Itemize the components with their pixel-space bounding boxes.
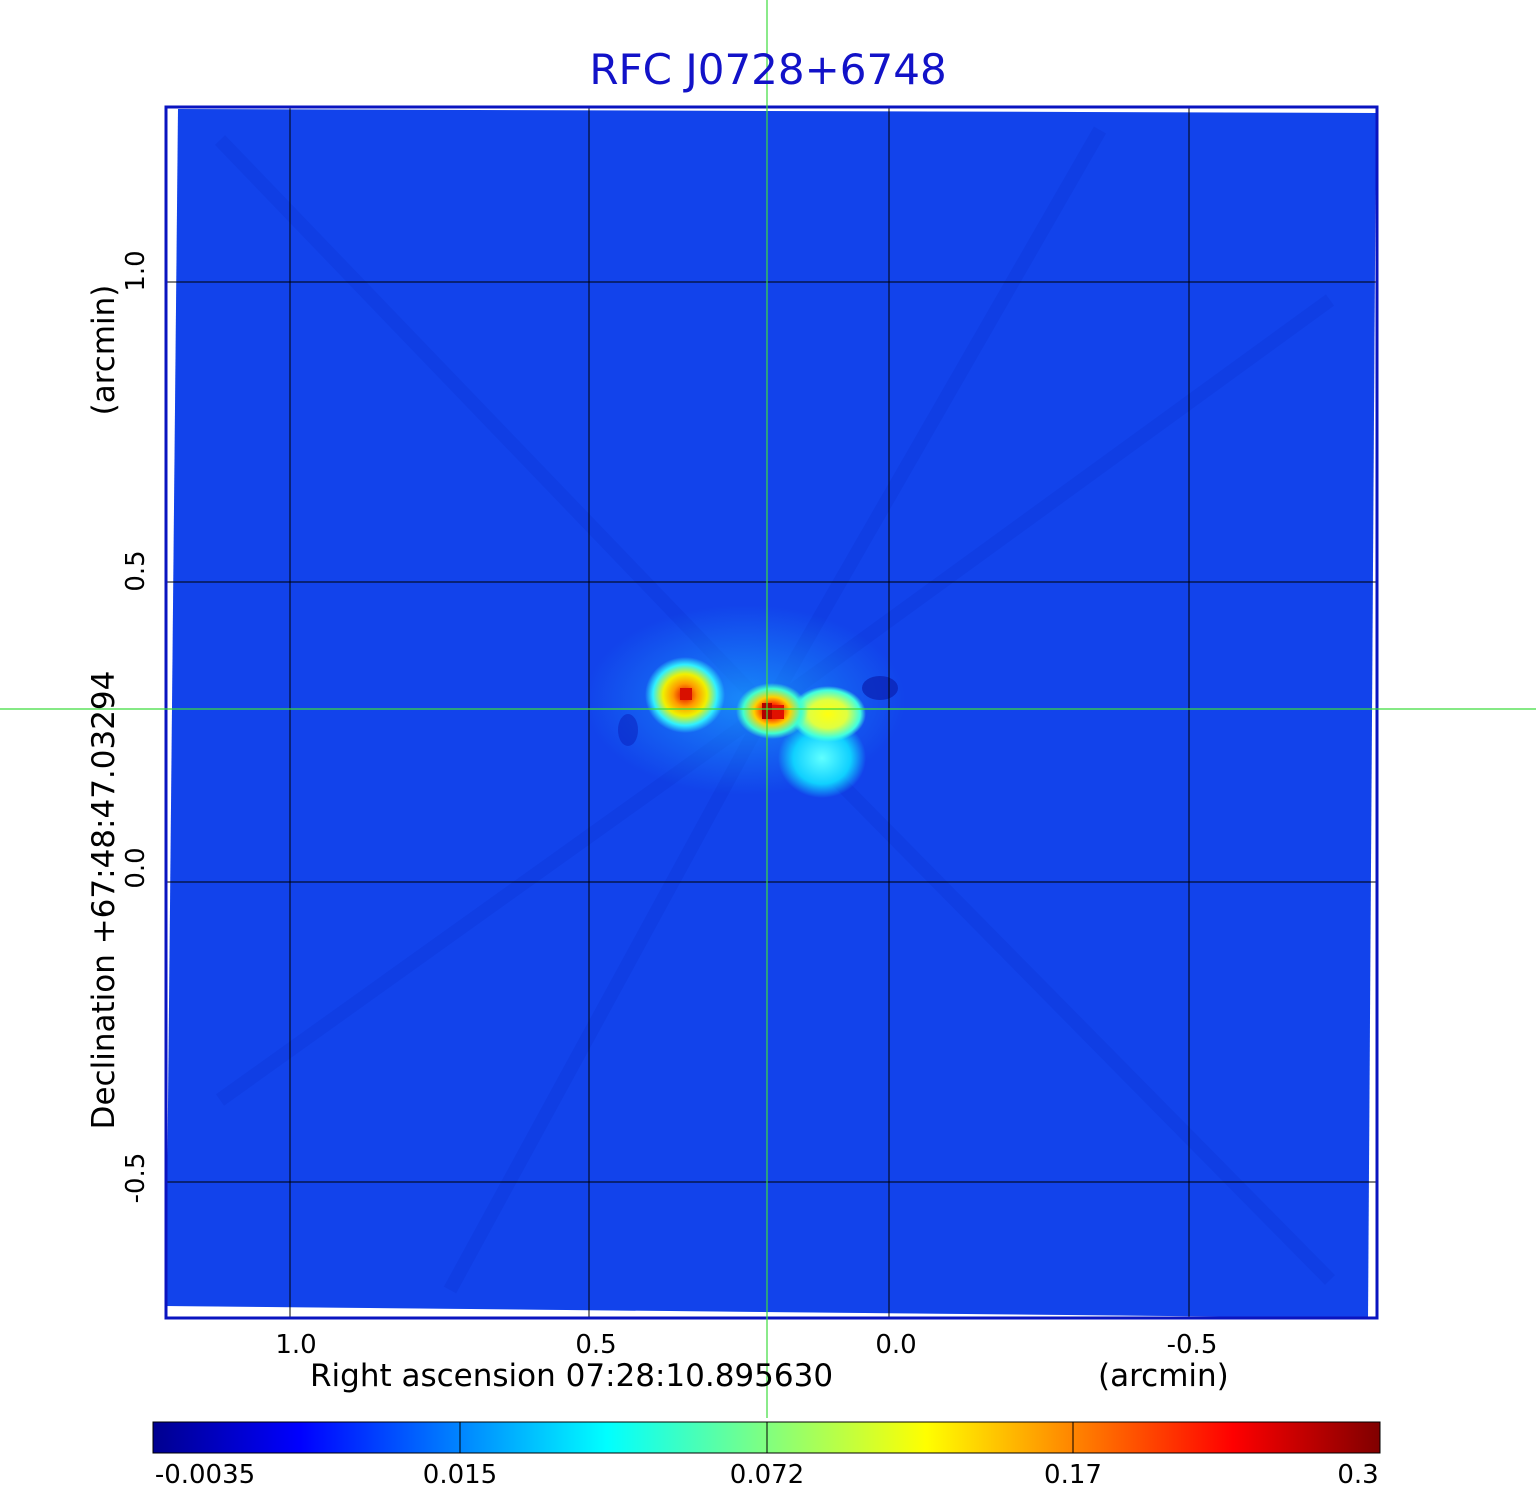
- coordinate-grid: [166, 107, 1377, 1318]
- colorbar-tick-label: 0.015: [422, 1460, 498, 1490]
- y-tick-label: 1.0: [121, 250, 151, 292]
- y-axis-unit: (arcmin): [86, 284, 122, 416]
- plot-frame: [164, 105, 1379, 1320]
- x-axis-label: Right ascension 07:28:10.895630: [310, 1358, 834, 1394]
- y-tick-label: 0.0: [121, 847, 151, 889]
- chart-title: RFC J0728+6748: [589, 45, 947, 94]
- y-tick-label: -0.5: [121, 1152, 151, 1204]
- source-component-west: [790, 686, 866, 742]
- colorbar-tick-label: 0.072: [729, 1460, 805, 1490]
- colorbar-tick-label: 0.17: [1044, 1460, 1102, 1490]
- colorbar-tick-label: 0.3: [1337, 1460, 1379, 1490]
- x-tick-label: -0.5: [1166, 1330, 1218, 1360]
- x-tick-label: 1.0: [275, 1330, 317, 1360]
- x-axis-unit: (arcmin): [1098, 1358, 1229, 1394]
- colorbar-tick-label: -0.0035: [154, 1460, 256, 1490]
- y-axis-label: Declination +67:48:47.03294: [86, 670, 122, 1130]
- crosshair: [0, 0, 1536, 1418]
- x-tick-label: 0.5: [575, 1330, 617, 1360]
- x-tick-label: 0.0: [875, 1330, 917, 1360]
- colorbar-ticks: [459, 1422, 1074, 1453]
- radio-source-emission: [585, 605, 905, 798]
- y-tick-label: 0.5: [121, 550, 151, 592]
